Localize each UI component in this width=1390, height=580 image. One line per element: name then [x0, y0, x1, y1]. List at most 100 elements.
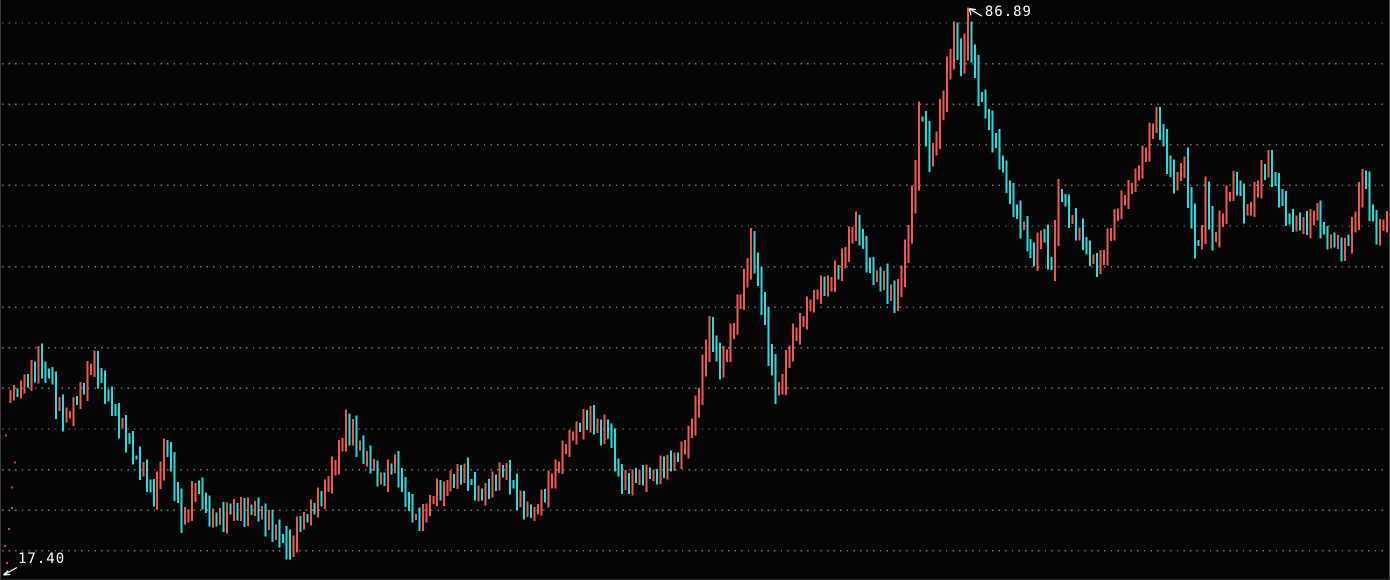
kline-bar: [1075, 208, 1078, 241]
kline-bar: [1214, 231, 1217, 242]
kline-bar: [1176, 172, 1179, 191]
low-arrow: [3, 566, 18, 576]
kline-bar: [676, 452, 679, 462]
kline-bar: [813, 290, 816, 313]
kline-bar: [1148, 122, 1151, 162]
kline-bar: [474, 472, 477, 501]
kline-bar: [855, 211, 857, 241]
kline-bar: [1361, 169, 1364, 208]
kline-bar: [1330, 234, 1333, 249]
kline-bar: [205, 492, 208, 513]
kline-bar: [565, 443, 567, 455]
kline-bar: [1089, 240, 1092, 266]
kline-bar: [893, 280, 896, 314]
kline-bar: [519, 490, 522, 507]
kline-bar: [617, 458, 620, 477]
kline-bar: [624, 470, 627, 490]
stray-dot: [5, 434, 7, 437]
kline-bar: [607, 419, 609, 439]
kline-bar: [1134, 168, 1137, 192]
kline-bar: [1099, 250, 1102, 275]
kline-bar: [75, 395, 78, 405]
kline-bar: [376, 460, 379, 487]
kline-bar: [806, 296, 809, 330]
kline-bar: [949, 49, 952, 80]
kline-bar: [1201, 225, 1203, 250]
kline-bar: [1344, 238, 1347, 262]
kline-bar: [1117, 208, 1120, 222]
kline-bar: [1180, 163, 1182, 182]
kline-bar: [275, 524, 277, 540]
kline-bar: [509, 460, 512, 495]
kline-bar: [222, 502, 225, 532]
kline-bar: [1029, 238, 1032, 258]
kline-bar: [959, 38, 962, 76]
kline-bar: [851, 226, 854, 244]
kline-bar: [89, 363, 92, 376]
kline-bar: [886, 263, 889, 304]
kline-bar: [666, 455, 669, 480]
kline-bar: [264, 503, 267, 537]
kline-bar: [27, 374, 29, 388]
kline-bar: [1040, 230, 1043, 250]
kline-bar: [1386, 210, 1389, 233]
kline-bar: [1372, 204, 1375, 222]
kline-bar: [907, 225, 910, 264]
kline-bar: [1008, 180, 1011, 205]
kline-bar: [1120, 190, 1123, 220]
kline-bar: [51, 367, 54, 385]
kline-bar: [292, 535, 295, 558]
kline-bar: [792, 323, 795, 362]
kline-bar: [428, 495, 431, 517]
kline-bar: [924, 111, 927, 147]
kline-bar: [1022, 221, 1025, 230]
kline-bar: [1263, 164, 1266, 181]
high-price-label: 86.89: [984, 4, 1032, 20]
kline-bar: [383, 472, 386, 486]
kline-bar: [1253, 182, 1256, 218]
kline-bar: [1239, 180, 1242, 196]
kline-bar: [1305, 211, 1308, 235]
kline-bar: [593, 405, 595, 435]
kline-bar: [837, 265, 840, 280]
kline-bar: [722, 346, 725, 378]
kline-bar: [547, 470, 550, 508]
kline-bar: [764, 291, 767, 325]
kline-bar: [341, 437, 344, 452]
kline-bar: [928, 120, 931, 172]
kline-bar: [544, 489, 547, 503]
kline-bar: [456, 464, 459, 490]
kline-bar: [1071, 214, 1074, 225]
kline-bar: [166, 440, 169, 458]
kline-bar: [970, 21, 973, 63]
kline-bar: [701, 354, 704, 405]
kline-bar: [390, 463, 393, 475]
kline-bar: [1092, 254, 1095, 264]
kline-bar: [516, 473, 519, 511]
kline-bar: [159, 461, 162, 489]
kline-bar: [404, 477, 407, 507]
kline-bar: [180, 488, 183, 533]
kline-bar: [477, 485, 480, 502]
kline-bar: [1096, 252, 1099, 278]
kline-bar: [558, 461, 561, 474]
kline-bar: [1110, 228, 1113, 241]
kline-bar: [54, 371, 57, 420]
kline-bar: [526, 501, 529, 517]
kline-bar: [1141, 145, 1144, 179]
kline-bar: [240, 497, 243, 521]
kline-bar: [1267, 150, 1270, 178]
kline-bar: [135, 455, 138, 460]
kline-bar: [114, 403, 117, 416]
kline-bar: [530, 504, 533, 518]
kline-bar: [1159, 106, 1161, 141]
kline-bar: [86, 360, 89, 401]
kline-bar: [963, 33, 966, 74]
kline-bar: [848, 226, 851, 262]
kline-bar: [68, 411, 71, 419]
kline-bar: [1197, 239, 1200, 247]
kline-bar: [1302, 217, 1305, 234]
kline-bar: [683, 440, 686, 455]
